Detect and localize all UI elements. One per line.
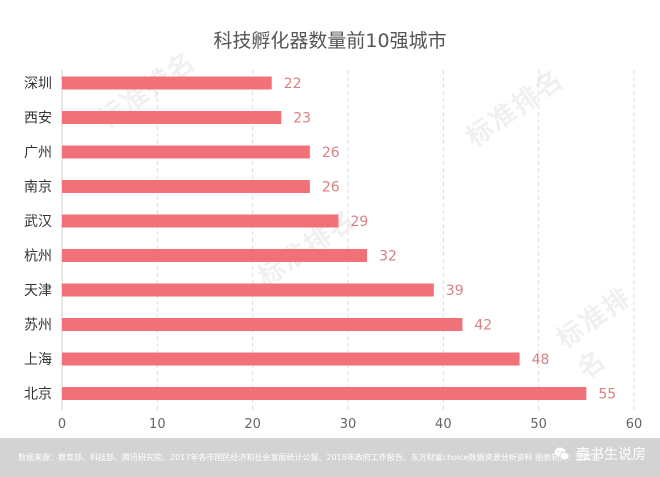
bar bbox=[62, 283, 434, 297]
x-tick-label: 20 bbox=[244, 417, 261, 432]
value-label: 48 bbox=[532, 352, 550, 368]
bar bbox=[62, 76, 272, 90]
category-label: 武汉 bbox=[24, 214, 52, 230]
footer-brand: 壹书生说房 bbox=[554, 444, 646, 464]
category-label: 北京 bbox=[24, 387, 52, 403]
category-label: 杭州 bbox=[24, 249, 52, 265]
x-tick-label: 40 bbox=[435, 417, 452, 432]
bar bbox=[62, 249, 368, 262]
wechat-icon bbox=[554, 446, 570, 462]
footer-brand-label: 壹书生说房 bbox=[576, 447, 646, 463]
footer-source-text: 数据来源：教育部、科技部、腾讯研究院、2017年各市国民经济和社会发展统计公报、… bbox=[18, 453, 600, 462]
value-label: 23 bbox=[293, 111, 311, 127]
value-label: 55 bbox=[598, 387, 616, 403]
x-tick-label: 10 bbox=[149, 417, 166, 432]
bar bbox=[62, 214, 339, 228]
bar bbox=[62, 180, 310, 193]
value-labels: 22 23 26 26 29 32 39 42 48 55 bbox=[284, 76, 616, 403]
chart-title: 科技孵化器数量前10强城市 bbox=[213, 30, 447, 52]
category-label: 苏州 bbox=[24, 318, 52, 334]
category-label: 广州 bbox=[24, 145, 52, 161]
bar bbox=[62, 387, 587, 400]
bar bbox=[62, 318, 463, 331]
value-label: 29 bbox=[350, 214, 368, 230]
x-tick-label: 30 bbox=[340, 417, 357, 432]
category-label: 上海 bbox=[24, 352, 52, 368]
value-label: 22 bbox=[284, 76, 302, 92]
value-label: 42 bbox=[474, 318, 492, 334]
bar bbox=[62, 111, 282, 124]
category-label: 西安 bbox=[24, 111, 52, 127]
bar bbox=[62, 145, 310, 159]
footer: 数据来源：教育部、科技部、腾讯研究院、2017年各市国民经济和社会发展统计公报、… bbox=[0, 438, 660, 477]
bars bbox=[62, 76, 587, 400]
category-label: 天津 bbox=[24, 283, 52, 299]
value-label: 26 bbox=[322, 145, 340, 161]
value-label: 39 bbox=[446, 283, 464, 299]
value-label: 26 bbox=[322, 180, 340, 196]
category-label: 深圳 bbox=[24, 76, 52, 92]
category-label: 南京 bbox=[24, 180, 52, 196]
x-tick-labels: 0 10 20 30 40 50 60 bbox=[58, 417, 642, 432]
x-tick-label: 0 bbox=[58, 417, 66, 432]
bar bbox=[62, 352, 520, 366]
value-label: 32 bbox=[379, 249, 397, 265]
x-tick-label: 60 bbox=[626, 417, 643, 432]
x-tick-label: 50 bbox=[530, 417, 547, 432]
